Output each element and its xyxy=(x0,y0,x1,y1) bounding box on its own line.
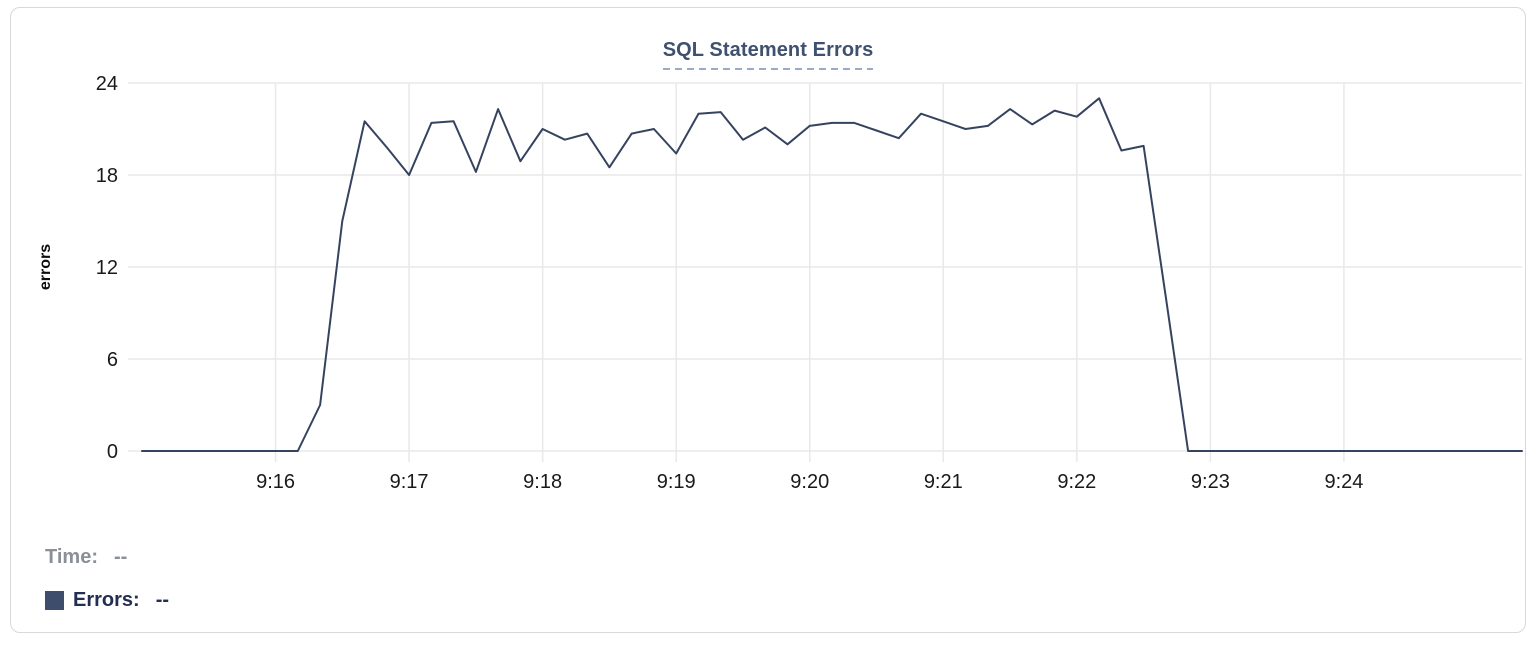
y-axis-tick-label: 6 xyxy=(107,349,118,371)
y-axis-tick-label: 18 xyxy=(96,165,118,187)
legend-time-row: Time: -- xyxy=(45,546,169,569)
x-axis-tick-label: 9:23 xyxy=(1191,471,1230,493)
legend-errors-row[interactable]: Errors: -- xyxy=(45,589,169,612)
hover-readout-legend: Time: -- Errors: -- xyxy=(45,546,169,612)
errors-line-series xyxy=(141,97,1523,452)
x-axis-tick-label: 9:16 xyxy=(256,471,295,493)
chart-header: SQL Statement Errors xyxy=(11,39,1525,70)
errors-series-swatch xyxy=(45,591,64,610)
chart-title[interactable]: SQL Statement Errors xyxy=(662,39,874,70)
x-axis-tick-label: 9:20 xyxy=(790,471,829,493)
x-axis-tick-label: 9:17 xyxy=(390,471,429,493)
plot-area[interactable] xyxy=(142,83,1522,451)
chart-card: SQL Statement Errors xyxy=(10,7,1526,633)
x-axis-tick-label: 9:18 xyxy=(523,471,562,493)
legend-time-label: Time: xyxy=(45,546,98,568)
y-axis-tick-label: 24 xyxy=(96,73,118,95)
x-axis-tick-label: 9:24 xyxy=(1324,471,1363,493)
y-axis-tick-label: 0 xyxy=(107,441,118,463)
legend-errors-label: Errors: xyxy=(73,589,140,611)
legend-errors-value: -- xyxy=(155,589,170,611)
x-axis-tick-label: 9:22 xyxy=(1057,471,1096,493)
y-axis-label: errors xyxy=(37,244,54,290)
y-axis-tick-label: 12 xyxy=(96,257,118,279)
x-axis-tick-label: 9:21 xyxy=(924,471,963,493)
x-axis-tick-label: 9:19 xyxy=(657,471,696,493)
legend-time-value: -- xyxy=(113,546,128,568)
